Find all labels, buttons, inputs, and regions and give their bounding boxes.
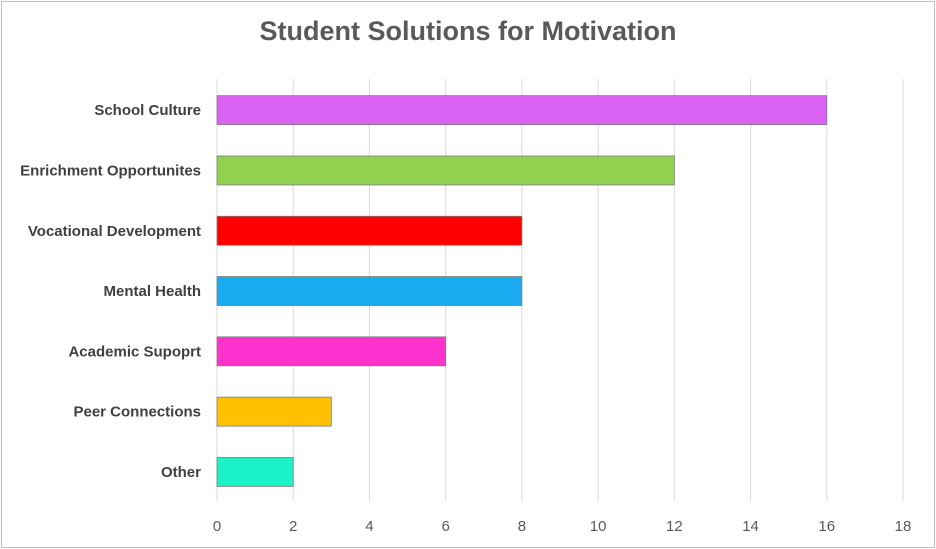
x-tick-label: 12 — [666, 518, 683, 535]
category-label: Mental Health — [103, 283, 201, 300]
x-tick-label: 8 — [518, 518, 526, 535]
x-tick-label: 0 — [213, 518, 221, 535]
x-tick-label: 16 — [818, 518, 835, 535]
x-tick-label: 4 — [365, 518, 373, 535]
bar-peer-connections — [216, 396, 332, 427]
x-tick-label: 10 — [590, 518, 607, 535]
x-tick-label: 2 — [289, 518, 297, 535]
category-label: Enrichment Opportunites — [20, 162, 201, 179]
bar-enrichment-opportunites — [216, 155, 675, 186]
x-tick-label: 6 — [441, 518, 449, 535]
bar-vocational-development — [216, 215, 523, 246]
x-tick-label: 18 — [895, 518, 912, 535]
x-tick-label: 14 — [742, 518, 759, 535]
category-label: School Culture — [94, 102, 201, 119]
bar-other — [216, 457, 294, 487]
bar-academic-supoprt — [216, 336, 447, 367]
category-label: Academic Supoprt — [68, 343, 201, 360]
category-label: Peer Connections — [73, 404, 201, 421]
category-label: Vocational Development — [28, 223, 201, 240]
chart-title: Student Solutions for Motivation — [259, 16, 677, 46]
category-label: Other — [161, 464, 201, 481]
bar-mental-health — [216, 276, 523, 306]
bar-school-culture — [216, 95, 828, 126]
